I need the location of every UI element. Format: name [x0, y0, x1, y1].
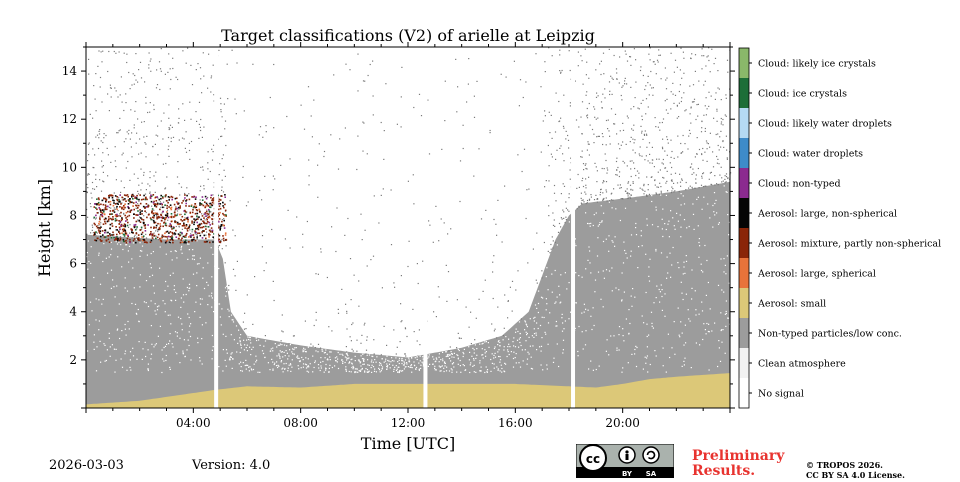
preliminary-notice: Preliminary Results.: [692, 449, 784, 479]
y-tick-label: 8: [69, 208, 77, 222]
y-axis: 2 4 6 8 10 12 14: [62, 46, 735, 409]
license-line1: © TROPOS 2026.: [806, 460, 883, 470]
x-tick-label: 12:00: [391, 416, 426, 430]
legend-swatch: [739, 288, 749, 318]
preliminary-line1: Preliminary: [692, 448, 785, 464]
y-axis-label: Height [km]: [35, 179, 54, 277]
legend-swatch: [739, 198, 749, 228]
nontyped-particles-layer: [86, 181, 730, 408]
legend-label: Cloud: likely water droplets: [758, 119, 892, 130]
y-tick-label: 4: [69, 305, 77, 319]
data-gap: [571, 47, 576, 408]
legend-swatch: [739, 378, 749, 408]
legend-swatch: [739, 348, 749, 378]
legend-colorbar: Cloud: likely ice crystals Cloud: ice cry…: [738, 47, 941, 409]
legend-swatch: [739, 78, 749, 108]
preliminary-line2: Results.: [692, 463, 756, 479]
legend-swatch: [739, 258, 749, 288]
legend-swatch: [739, 228, 749, 258]
sa-label: SA: [646, 470, 657, 478]
version-label: Version: 4.0: [192, 458, 271, 473]
legend-swatch: [739, 108, 749, 138]
legend-label: Non-typed particles/low conc.: [758, 329, 902, 340]
legend-label: No signal: [758, 389, 804, 400]
sa-icon: [642, 446, 660, 464]
license-notice: © TROPOS 2026. CC BY SA 4.0 License.: [806, 460, 905, 480]
x-tick-label: 20:00: [605, 416, 640, 430]
legend-swatch: [739, 318, 749, 348]
chart-title: Target classifications (V2) of arielle a…: [221, 26, 595, 45]
date-label: 2026-03-03: [49, 458, 124, 473]
x-tick-label: 16:00: [498, 416, 533, 430]
legend-swatch: [739, 168, 749, 198]
y-tick-label: 6: [69, 257, 77, 271]
y-tick-label: 2: [69, 353, 77, 367]
x-tick-label: 08:00: [283, 416, 318, 430]
legend-label: Aerosol: large, non-spherical: [757, 209, 897, 220]
legend-label: Cloud: non-typed: [758, 179, 841, 190]
legend-label: Cloud: ice crystals: [758, 89, 847, 100]
sparse-signal-noise: [86, 47, 732, 357]
data-gap: [214, 47, 219, 408]
legend-label: Cloud: likely ice crystals: [758, 59, 876, 70]
cc-license-badge: cc BY SA: [575, 443, 675, 479]
by-label: BY: [622, 470, 633, 478]
x-axis-label: Time [UTC]: [361, 434, 455, 453]
legend-label: Aerosol: small: [757, 299, 826, 310]
legend-label: Aerosol: large, spherical: [757, 269, 876, 280]
y-tick-label: 12: [62, 112, 77, 126]
legend-label: Cloud: water droplets: [758, 149, 863, 160]
data-gap: [423, 47, 428, 408]
x-tick-label: 04:00: [176, 416, 211, 430]
aerosol-small-layer: [86, 373, 730, 408]
x-axis: 04:00 08:00 12:00 16:00 20:00: [85, 42, 731, 430]
legend-label: Clean atmosphere: [758, 359, 846, 370]
legend-label: Aerosol: mixture, partly non-spherical: [757, 239, 941, 250]
plot-area: [85, 46, 732, 409]
license-line2: CC BY SA 4.0 License.: [806, 470, 905, 480]
legend-frame: [738, 47, 750, 409]
y-tick-label: 14: [62, 64, 78, 78]
cc-icon: cc: [586, 452, 600, 466]
legend-swatch: [739, 48, 749, 78]
y-tick-label: 10: [62, 160, 77, 174]
legend-swatch: [739, 138, 749, 168]
layer-texture: [86, 185, 731, 374]
